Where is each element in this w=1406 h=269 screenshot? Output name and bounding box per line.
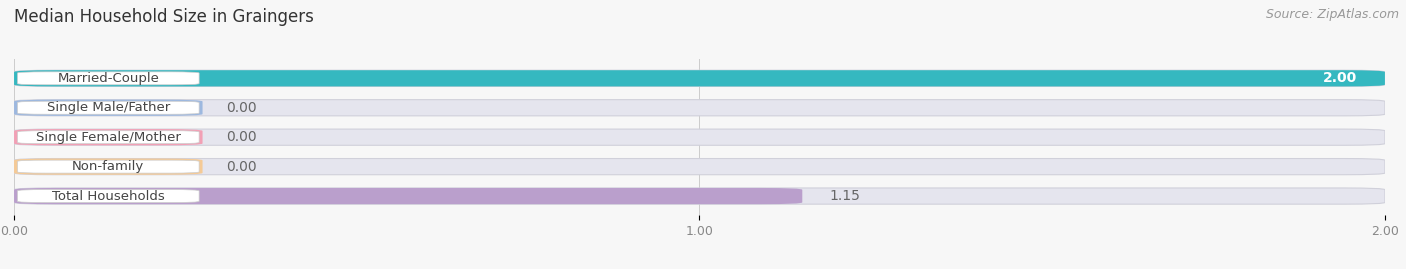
Text: Single Male/Father: Single Male/Father [46,101,170,114]
FancyBboxPatch shape [14,100,202,116]
Text: 0.00: 0.00 [226,160,257,174]
FancyBboxPatch shape [14,158,202,175]
FancyBboxPatch shape [14,70,1385,86]
Text: Total Households: Total Households [52,190,165,203]
FancyBboxPatch shape [14,129,202,145]
Text: Single Female/Mother: Single Female/Mother [37,131,181,144]
FancyBboxPatch shape [14,100,1385,116]
FancyBboxPatch shape [14,158,1385,175]
FancyBboxPatch shape [14,129,1385,145]
Text: 0.00: 0.00 [226,130,257,144]
Text: 2.00: 2.00 [1323,71,1358,85]
FancyBboxPatch shape [14,70,1385,86]
FancyBboxPatch shape [17,131,200,144]
FancyBboxPatch shape [17,101,200,114]
Text: 0.00: 0.00 [226,101,257,115]
Text: Non-family: Non-family [72,160,145,173]
Text: Source: ZipAtlas.com: Source: ZipAtlas.com [1265,8,1399,21]
FancyBboxPatch shape [17,190,200,203]
FancyBboxPatch shape [17,72,200,85]
Text: 1.15: 1.15 [830,189,860,203]
FancyBboxPatch shape [17,160,200,173]
Text: Married-Couple: Married-Couple [58,72,159,85]
FancyBboxPatch shape [14,188,803,204]
Text: Median Household Size in Graingers: Median Household Size in Graingers [14,8,314,26]
FancyBboxPatch shape [14,188,1385,204]
